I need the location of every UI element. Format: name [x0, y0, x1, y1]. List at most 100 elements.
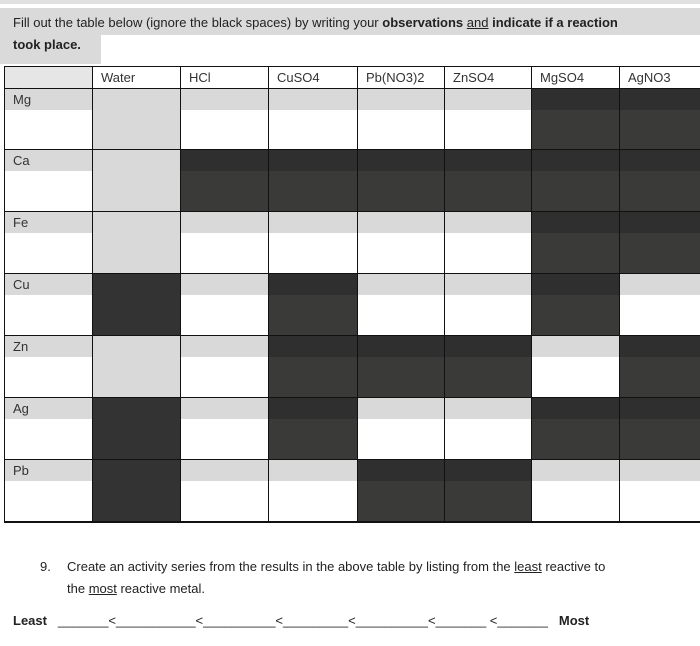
- cell-band: [269, 274, 358, 295]
- blocked-cell: [268, 397, 358, 460]
- instruction-bold: indicate if a reaction: [492, 15, 618, 30]
- blocked-cell: [444, 459, 532, 522]
- column-header: AgNO3: [619, 66, 700, 89]
- blocked-cell: [531, 273, 620, 336]
- cell-band: [532, 274, 620, 295]
- cell-band: [532, 460, 620, 481]
- blocked-cell: [357, 459, 445, 522]
- question-text-part: the: [67, 581, 89, 596]
- metal-label: Ag: [13, 401, 29, 416]
- observation-cell[interactable]: [357, 397, 445, 460]
- observation-cell[interactable]: [180, 397, 269, 460]
- observation-cell[interactable]: [531, 459, 620, 522]
- header-corner: [4, 66, 93, 89]
- observation-cell[interactable]: [444, 273, 532, 336]
- metal-label: Pb: [13, 463, 29, 478]
- observation-cell[interactable]: [180, 335, 269, 398]
- cell-band: [445, 274, 532, 295]
- cell-band: [181, 398, 269, 419]
- observation-cell[interactable]: [444, 211, 532, 274]
- row-header-fe: Fe: [4, 211, 93, 274]
- cell-band: [181, 212, 269, 233]
- instruction-underline: and: [466, 15, 489, 30]
- cell-band: [269, 336, 358, 357]
- observation-cell[interactable]: [357, 211, 445, 274]
- column-header: CuSO4: [268, 66, 358, 89]
- column-header-label: Pb(NO3)2: [366, 70, 425, 85]
- observation-cell[interactable]: [268, 459, 358, 522]
- row-header-zn: Zn: [4, 335, 93, 398]
- metal-label: Mg: [13, 92, 32, 107]
- observation-cell[interactable]: [268, 211, 358, 274]
- instruction-bold: took place: [13, 37, 78, 52]
- observation-cell[interactable]: [531, 335, 620, 398]
- blocked-cell: [92, 88, 181, 150]
- blocked-cell: [268, 273, 358, 336]
- blocked-cell: [531, 88, 620, 150]
- cell-band: [620, 460, 700, 481]
- observation-cell[interactable]: [268, 88, 358, 150]
- column-header: HCl: [180, 66, 269, 89]
- column-header: ZnSO4: [444, 66, 532, 89]
- cell-band: [445, 89, 532, 110]
- blocked-cell: [619, 88, 700, 150]
- blocked-cell: [268, 335, 358, 398]
- question-underline: most: [88, 581, 117, 596]
- instruction-bold: observations: [382, 15, 464, 30]
- blocked-cell: [619, 211, 700, 274]
- cell-band: [5, 336, 93, 357]
- cell-band: [358, 274, 445, 295]
- column-header-label: AgNO3: [628, 70, 671, 85]
- observation-cell[interactable]: [357, 273, 445, 336]
- metal-label: Cu: [13, 277, 30, 292]
- observation-cell[interactable]: [180, 459, 269, 522]
- blocked-cell: [268, 149, 358, 212]
- observation-cell[interactable]: [619, 459, 700, 522]
- observation-cell[interactable]: [357, 88, 445, 150]
- cell-band: [93, 212, 181, 233]
- cell-band: [358, 398, 445, 419]
- cell-band: [181, 460, 269, 481]
- blocked-cell: [619, 335, 700, 398]
- cell-band: [358, 212, 445, 233]
- question-underline: least: [514, 559, 542, 574]
- blocked-cell: [357, 335, 445, 398]
- blocked-cell: [92, 335, 181, 398]
- cell-band: [532, 212, 620, 233]
- cell-band: [5, 460, 93, 481]
- cell-band: [5, 398, 93, 419]
- observation-cell[interactable]: [444, 397, 532, 460]
- observation-cell[interactable]: [619, 273, 700, 336]
- cell-band: [181, 274, 269, 295]
- column-header: MgSO4: [531, 66, 620, 89]
- observation-cell[interactable]: [180, 88, 269, 150]
- cell-band: [358, 150, 445, 171]
- observation-cell[interactable]: [180, 273, 269, 336]
- blocked-cell: [180, 149, 269, 212]
- cell-band: [532, 150, 620, 171]
- row-header-ag: Ag: [4, 397, 93, 460]
- instruction-end: .: [77, 37, 81, 52]
- blocked-cell: [531, 211, 620, 274]
- column-header: Water: [92, 66, 181, 89]
- cell-band: [5, 274, 93, 295]
- cell-band: [620, 336, 700, 357]
- column-header: Pb(NO3)2: [357, 66, 445, 89]
- observation-cell[interactable]: [180, 211, 269, 274]
- cell-band: [358, 460, 445, 481]
- cell-band: [532, 336, 620, 357]
- blocked-cell: [92, 211, 181, 274]
- row-header-cu: Cu: [4, 273, 93, 336]
- metal-label: Fe: [13, 215, 29, 230]
- observation-cell[interactable]: [444, 88, 532, 150]
- blocked-cell: [92, 149, 181, 212]
- blocked-cell: [92, 273, 181, 336]
- instruction-highlight: [0, 8, 700, 35]
- activity-series: Least _______<___________<__________<___…: [13, 613, 589, 628]
- row-header-mg: Mg: [4, 88, 93, 150]
- column-header-label: ZnSO4: [453, 70, 495, 85]
- series-blanks[interactable]: _______<___________<__________<_________…: [57, 613, 549, 628]
- cell-band: [620, 212, 700, 233]
- question-number: 9.: [40, 559, 51, 574]
